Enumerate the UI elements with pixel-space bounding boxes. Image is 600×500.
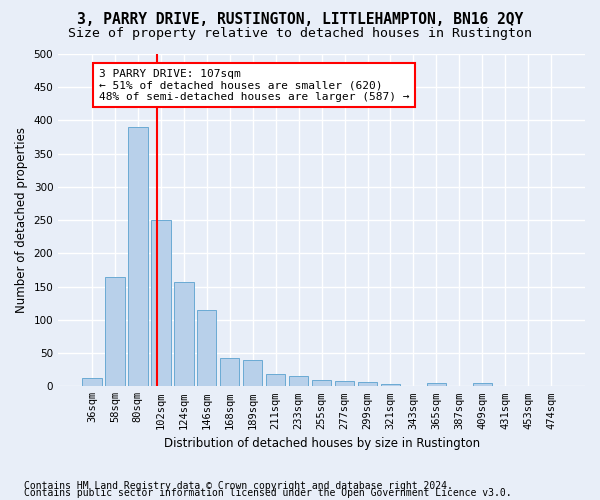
X-axis label: Distribution of detached houses by size in Rustington: Distribution of detached houses by size … [164, 437, 479, 450]
Bar [174, 282, 194, 387]
Bar [105, 276, 125, 386]
Text: Contains HM Land Registry data © Crown copyright and database right 2024.: Contains HM Land Registry data © Crown c… [24, 481, 453, 491]
Bar [381, 384, 400, 386]
Bar [220, 358, 239, 386]
Bar [335, 381, 355, 386]
Bar [473, 383, 492, 386]
Bar [427, 383, 446, 386]
Text: Size of property relative to detached houses in Rustington: Size of property relative to detached ho… [68, 28, 532, 40]
Bar [82, 378, 101, 386]
Bar [312, 380, 331, 386]
Bar [358, 382, 377, 386]
Bar [266, 374, 286, 386]
Y-axis label: Number of detached properties: Number of detached properties [15, 127, 28, 313]
Bar [197, 310, 217, 386]
Text: 3, PARRY DRIVE, RUSTINGTON, LITTLEHAMPTON, BN16 2QY: 3, PARRY DRIVE, RUSTINGTON, LITTLEHAMPTO… [77, 12, 523, 28]
Bar [128, 127, 148, 386]
Bar [243, 360, 262, 386]
Bar [289, 376, 308, 386]
Bar [151, 220, 170, 386]
Text: Contains public sector information licensed under the Open Government Licence v3: Contains public sector information licen… [24, 488, 512, 498]
Text: 3 PARRY DRIVE: 107sqm
← 51% of detached houses are smaller (620)
48% of semi-det: 3 PARRY DRIVE: 107sqm ← 51% of detached … [99, 68, 409, 102]
